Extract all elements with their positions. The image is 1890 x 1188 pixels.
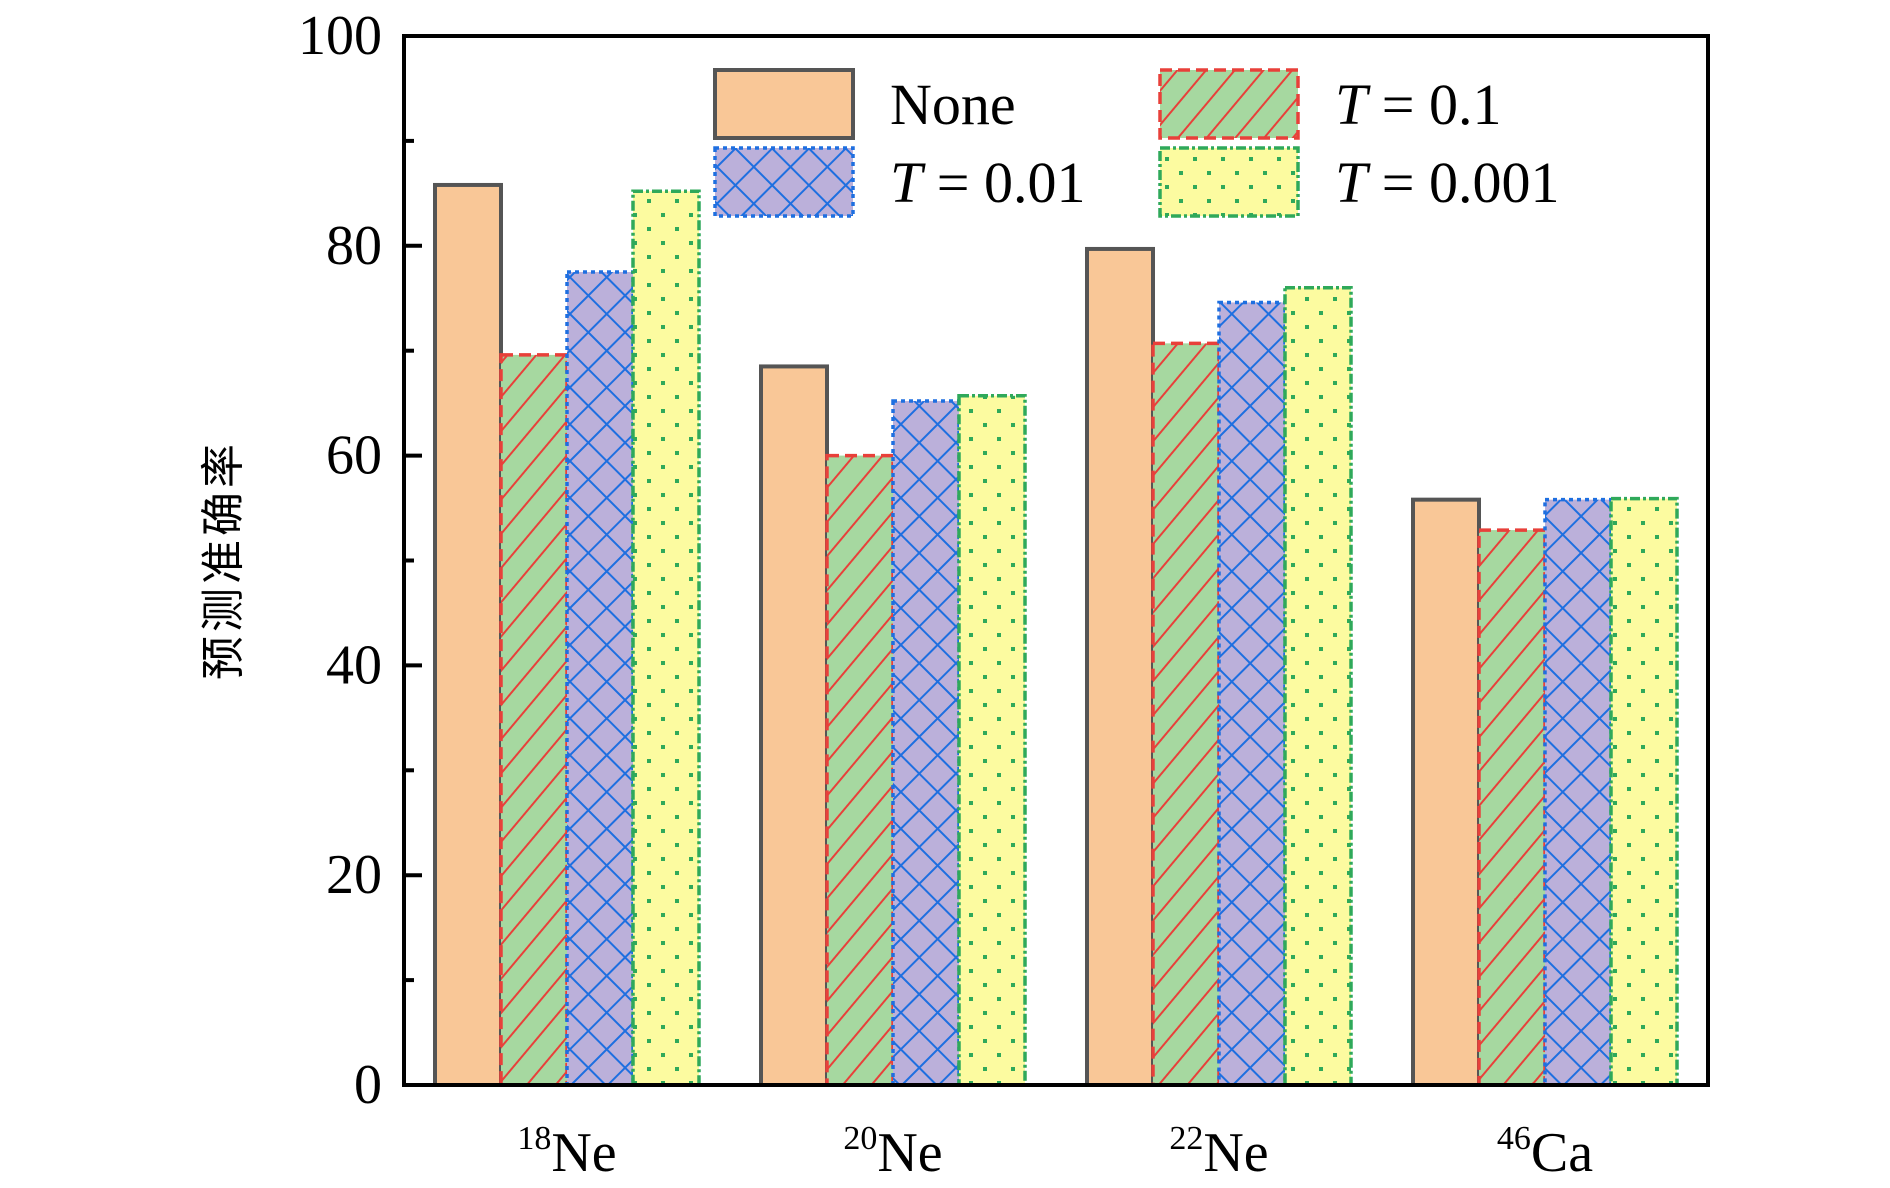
bar-22Ne-series-0 (1085, 246, 1155, 1087)
x-tick-label: 46Ca (1497, 1120, 1593, 1183)
x-tick-label: 18Ne (517, 1120, 616, 1183)
y-tick-label: 60 (326, 425, 382, 487)
bar-18Ne-series-2 (565, 270, 635, 1087)
bar-22Ne-series-2 (1217, 300, 1287, 1087)
x-tick-label: 22Ne (1169, 1120, 1268, 1183)
legend-swatch (1158, 68, 1300, 140)
legend-label: T = 0.1 (1335, 72, 1501, 137)
legend: None T = 0.1 T = 0.01 T = 0.001 (713, 68, 1559, 218)
bar-22Ne-series-1 (1151, 341, 1221, 1087)
legend-swatch (713, 68, 855, 140)
legend-item: None (713, 68, 1016, 140)
y-tick-label: 100 (298, 5, 382, 67)
bar-20Ne-series-0 (759, 364, 829, 1087)
bar-18Ne-series-0 (433, 182, 503, 1087)
bar-46Ca-series-0 (1411, 497, 1481, 1087)
bar-18Ne-series-3 (631, 189, 701, 1087)
bar-22Ne-series-3 (1283, 286, 1353, 1087)
bars-layer (433, 182, 1679, 1087)
legend-label: T = 0.001 (1335, 150, 1559, 215)
y-tick-label: 80 (326, 215, 382, 277)
y-tick-label: 0 (354, 1054, 382, 1116)
x-tick-label: 20Ne (843, 1120, 942, 1183)
y-tick-label: 20 (326, 844, 382, 906)
legend-swatch (1158, 146, 1300, 218)
bar-20Ne-series-1 (825, 453, 895, 1087)
bar-20Ne-series-3 (957, 394, 1027, 1087)
bar-46Ca-series-1 (1477, 528, 1547, 1087)
legend-item: T = 0.01 (713, 146, 1085, 218)
legend-swatch (713, 146, 855, 218)
bar-46Ca-series-3 (1609, 496, 1679, 1087)
bar-20Ne-series-2 (891, 399, 961, 1087)
legend-item: T = 0.001 (1158, 146, 1559, 218)
bar-46Ca-series-2 (1543, 497, 1613, 1087)
legend-label: T = 0.01 (890, 150, 1085, 215)
y-axis-label: 预测准确率 (198, 440, 249, 680)
legend-item: T = 0.1 (1158, 68, 1501, 140)
y-tick-label: 40 (326, 634, 382, 696)
axes-layer: 18Ne 20Ne 22Ne 46Ca 0 20 40 60 80 100 (298, 5, 1710, 1184)
legend-label: None (890, 72, 1016, 137)
bar-18Ne-series-1 (499, 353, 569, 1087)
